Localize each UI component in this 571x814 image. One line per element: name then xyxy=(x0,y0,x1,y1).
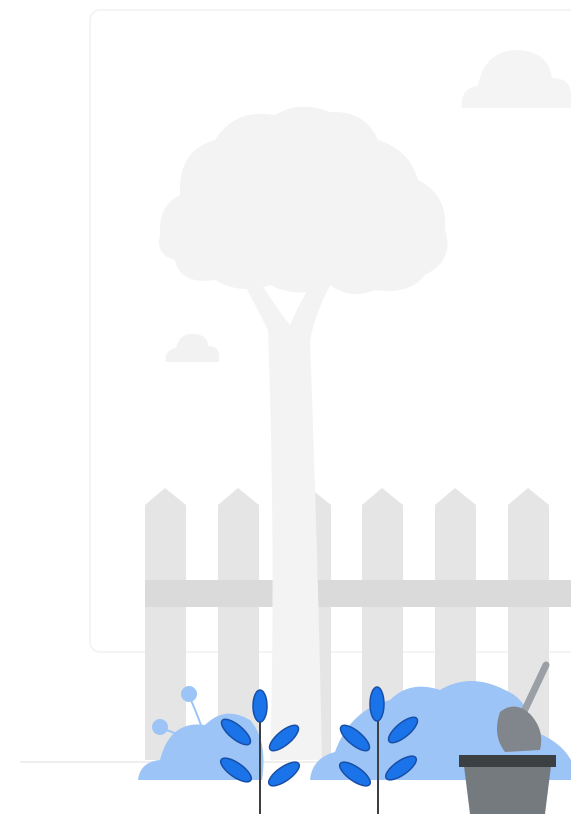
pot-rim xyxy=(459,755,556,767)
garden-illustration xyxy=(0,0,571,814)
page: (() => { const data = JSON.parse(documen… xyxy=(0,0,571,814)
flower xyxy=(181,686,197,702)
illustration-part xyxy=(253,690,267,722)
illustration-part xyxy=(370,687,384,721)
pot xyxy=(464,766,551,814)
fence-rail xyxy=(145,580,571,607)
picket xyxy=(145,488,186,760)
flower xyxy=(152,719,168,735)
